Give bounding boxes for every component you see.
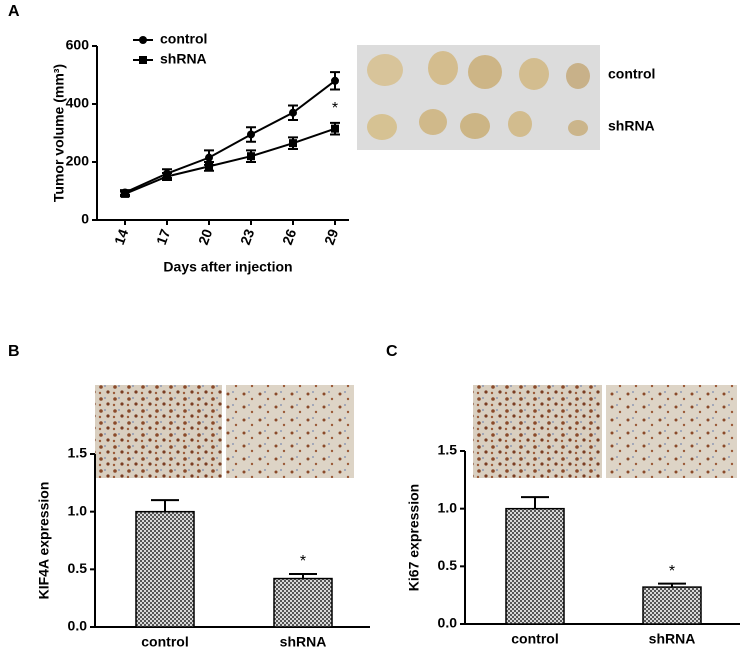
y-tick-label: 1.0 — [438, 499, 458, 515]
point — [247, 152, 255, 161]
image-label: control — [608, 66, 655, 82]
legend-label: shRNA — [160, 51, 207, 67]
error-bar — [521, 496, 549, 509]
point — [247, 130, 255, 139]
image-label: shRNA — [608, 118, 655, 134]
bar — [642, 586, 702, 625]
tumor-photo — [357, 45, 600, 150]
x-tick-label: 23 — [237, 227, 257, 247]
point — [331, 76, 339, 85]
y-tick-label: 200 — [66, 153, 90, 169]
series-line — [124, 127, 336, 195]
x-tick-label: 17 — [153, 227, 173, 247]
y-tick-label: 0.5 — [68, 560, 88, 576]
legend-marker — [139, 56, 147, 64]
x-tick-label: control — [511, 631, 558, 647]
point — [331, 124, 339, 133]
y-tick-label: 400 — [66, 95, 90, 111]
annotation: * — [332, 100, 338, 117]
x-tick-label: 14 — [111, 227, 131, 247]
y-axis-label: KIF4A expression — [36, 482, 52, 600]
annotation: * — [669, 563, 675, 580]
y-tick-label: 0 — [81, 211, 89, 227]
y-tick-label: 1.0 — [68, 502, 88, 518]
x-tick-label: shRNA — [649, 631, 696, 647]
bar — [135, 510, 195, 628]
ihc-photo — [473, 385, 602, 478]
point — [289, 108, 297, 117]
point — [289, 139, 297, 148]
ihc-photo — [226, 385, 354, 478]
x-tick-label: shRNA — [280, 634, 327, 650]
y-axis-label: Ki67 expression — [406, 484, 422, 591]
y-tick-label: 1.5 — [68, 445, 88, 461]
legend-label: control — [160, 31, 207, 47]
panel-label: A — [8, 3, 20, 20]
x-axis-label: Days after injection — [163, 259, 292, 275]
point — [205, 162, 213, 171]
x-tick-label: control — [141, 634, 188, 650]
y-tick-label: 600 — [66, 37, 90, 53]
y-tick-label: 0.0 — [438, 615, 458, 631]
y-tick-label: 0.5 — [438, 557, 458, 573]
y-tick-label: 1.5 — [438, 442, 458, 458]
point — [163, 172, 171, 181]
ihc-photo — [95, 385, 222, 478]
point — [121, 189, 129, 198]
panel-label: C — [386, 343, 398, 360]
legend-marker — [139, 36, 147, 44]
annotation: * — [300, 553, 306, 570]
bar — [273, 577, 333, 628]
y-tick-label: 0.0 — [68, 618, 88, 634]
x-tick-label: 29 — [321, 227, 341, 247]
x-tick-label: 20 — [195, 227, 215, 247]
bar — [505, 507, 565, 625]
series-line — [124, 80, 336, 194]
error-bar — [151, 499, 179, 512]
y-axis-label: Tumor volume (mm³) — [51, 64, 67, 202]
point — [205, 153, 213, 162]
x-tick-label: 26 — [279, 227, 299, 247]
panel-label: B — [8, 343, 20, 360]
ihc-photo — [606, 385, 737, 478]
error-bar — [289, 572, 317, 579]
